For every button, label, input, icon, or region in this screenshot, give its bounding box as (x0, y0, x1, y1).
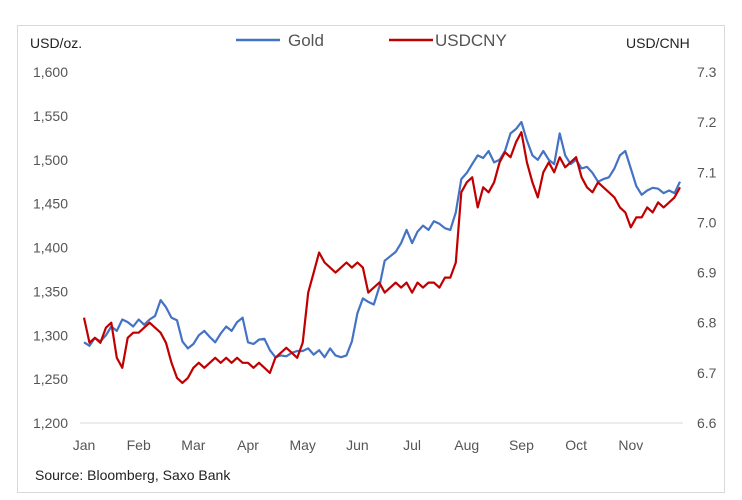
x-tick-label: Feb (127, 437, 151, 453)
y-right-tick-label: 7.2 (697, 114, 717, 130)
chart-frame (17, 25, 725, 493)
y-right-tick-label: 6.9 (697, 265, 717, 281)
x-tick-label: May (289, 437, 315, 453)
x-tick-label: Jul (403, 437, 421, 453)
legend-usdcny-label: USDCNY (435, 31, 507, 50)
legend-gold-label: Gold (288, 31, 324, 50)
series-lines (82, 120, 681, 384)
x-tick-label: Mar (181, 437, 205, 453)
y-right-tick-label: 7.0 (697, 214, 717, 230)
x-tick-label: Jan (73, 437, 96, 453)
y-left-tick-label: 1,200 (33, 415, 68, 431)
x-tick-label: Oct (565, 437, 587, 453)
y-left-tick-label: 1,300 (33, 327, 68, 343)
y-right-tick-label: 6.7 (697, 365, 717, 381)
usdcny-series-line (82, 131, 681, 384)
y-right-unit: USD/CNH (626, 35, 690, 51)
y-left-tick-label: 1,350 (33, 283, 68, 299)
y-left-tick-label: 1,550 (33, 108, 68, 124)
y-left-tick-label: 1,400 (33, 240, 68, 256)
gold-series-line (83, 120, 681, 359)
source-note: Source: Bloomberg, Saxo Bank (35, 467, 231, 483)
y-right-tick-label: 7.1 (697, 164, 717, 180)
x-axis: Jan Feb Mar Apr May Jun Jul Aug Sep Oct Nov (73, 437, 644, 453)
y-left-tick-label: 1,250 (33, 371, 68, 387)
x-tick-label: Aug (454, 437, 479, 453)
x-tick-label: Sep (509, 437, 534, 453)
y-right-tick-label: 6.6 (697, 415, 717, 431)
y-left-tick-label: 1,500 (33, 152, 68, 168)
y-left-tick-label: 1,600 (33, 64, 68, 80)
legend: Gold USDCNY (236, 31, 507, 50)
x-tick-label: Jun (346, 437, 369, 453)
x-tick-label: Nov (618, 437, 643, 453)
y-left-axis: 1,200 1,250 1,300 1,350 1,400 1,450 1,500 1,550… (33, 64, 68, 431)
y-left-tick-label: 1,450 (33, 196, 68, 212)
y-left-unit: USD/oz. (30, 35, 82, 51)
y-right-tick-label: 7.3 (697, 64, 717, 80)
x-tick-label: Apr (237, 437, 259, 453)
y-right-axis: 6.6 6.7 6.8 6.9 7.0 7.1 7.2 7.3 (697, 64, 717, 431)
y-right-tick-label: 6.8 (697, 315, 717, 331)
